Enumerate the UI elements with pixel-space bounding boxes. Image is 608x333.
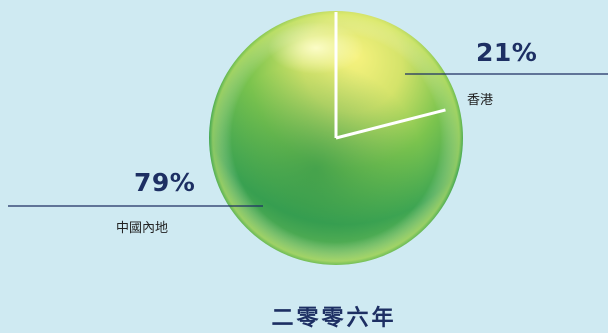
sphere-glint — [268, 22, 364, 74]
slice-value-label-2: 79% — [134, 168, 196, 197]
slice-value-label-1: 21% — [476, 38, 538, 67]
pie-slices — [209, 11, 463, 265]
slice-divider-香港 — [335, 108, 446, 140]
slice-category-label-2: 中國內地 — [116, 221, 169, 236]
chart-title: 二零零六年 — [271, 306, 397, 331]
pie-marks — [8, 73, 608, 207]
slice-category-label-1: 香港 — [467, 93, 494, 108]
